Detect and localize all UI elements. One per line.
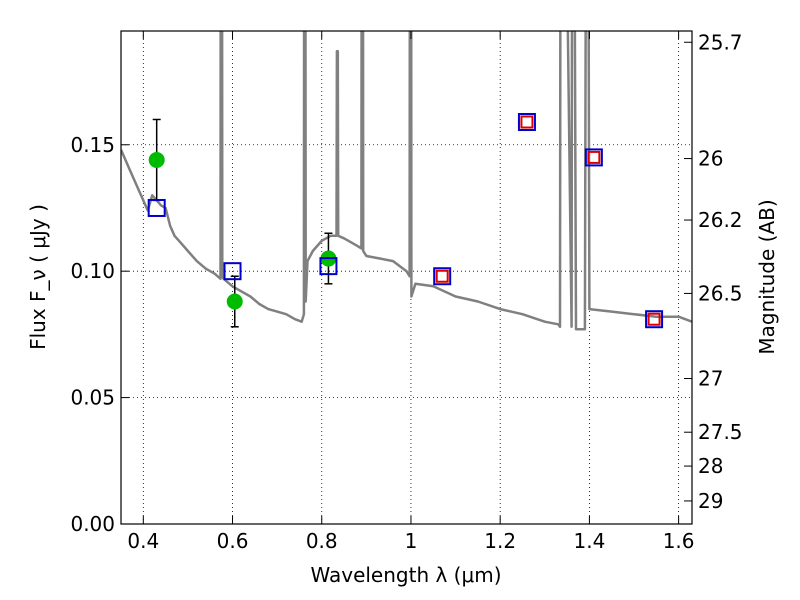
y-tick-label: 0.05 (70, 386, 115, 410)
x-axis-label: Wavelength λ (μm) (310, 563, 501, 587)
model-square (223, 262, 242, 281)
model-square (587, 150, 601, 164)
y-tick-label: 0.10 (70, 259, 115, 283)
spectrum-line (121, 31, 692, 331)
model-square (645, 310, 664, 329)
right-tick-label: 28 (698, 454, 723, 478)
right-tick-label: 27 (698, 367, 723, 391)
y-axis-label: Flux F_ν ( μJy ) (26, 204, 50, 350)
y-tick-label: 0.15 (70, 133, 115, 157)
x-axis-ticks: 0.4 0.6 0.8 1 1.2 1.4 1.6 (127, 31, 695, 553)
x-tick-label: 0.6 (217, 529, 249, 553)
right-tick-label: 26 (698, 147, 723, 171)
model-square (520, 115, 534, 129)
model-spectrum (121, 31, 692, 331)
right-tick-label: 25.7 (698, 30, 743, 54)
right-tick-label: 26.2 (698, 208, 743, 232)
x-tick-label: 1.6 (663, 529, 695, 553)
model-square (584, 148, 603, 167)
model-square (647, 312, 661, 326)
x-tick-label: 1.4 (573, 529, 605, 553)
x-tick-label: 0.4 (127, 529, 159, 553)
photometry-markers (147, 113, 664, 329)
x-tick-label: 1.2 (484, 529, 516, 553)
grid-lines (121, 31, 692, 525)
y-axis-ticks: 0.00 0.05 0.10 0.15 (70, 133, 129, 536)
model-square (147, 198, 166, 217)
x-tick-label: 1 (405, 529, 418, 553)
right-axis-ticks: 25.7 26 26.2 26.5 27 27.5 28 29 (684, 30, 743, 513)
right-axis-label: Magnitude (AB) (755, 199, 779, 354)
observed-point (148, 151, 165, 168)
model-square (435, 269, 449, 283)
right-tick-label: 26.5 (698, 281, 743, 305)
model-square (433, 267, 452, 286)
model-square (517, 113, 536, 132)
y-tick-label: 0.00 (70, 512, 115, 536)
x-tick-label: 0.8 (306, 529, 338, 553)
plot-frame (120, 30, 693, 525)
model-square (319, 257, 338, 276)
right-tick-label: 27.5 (698, 420, 743, 444)
right-tick-label: 29 (698, 489, 723, 513)
observed-point (226, 293, 243, 310)
